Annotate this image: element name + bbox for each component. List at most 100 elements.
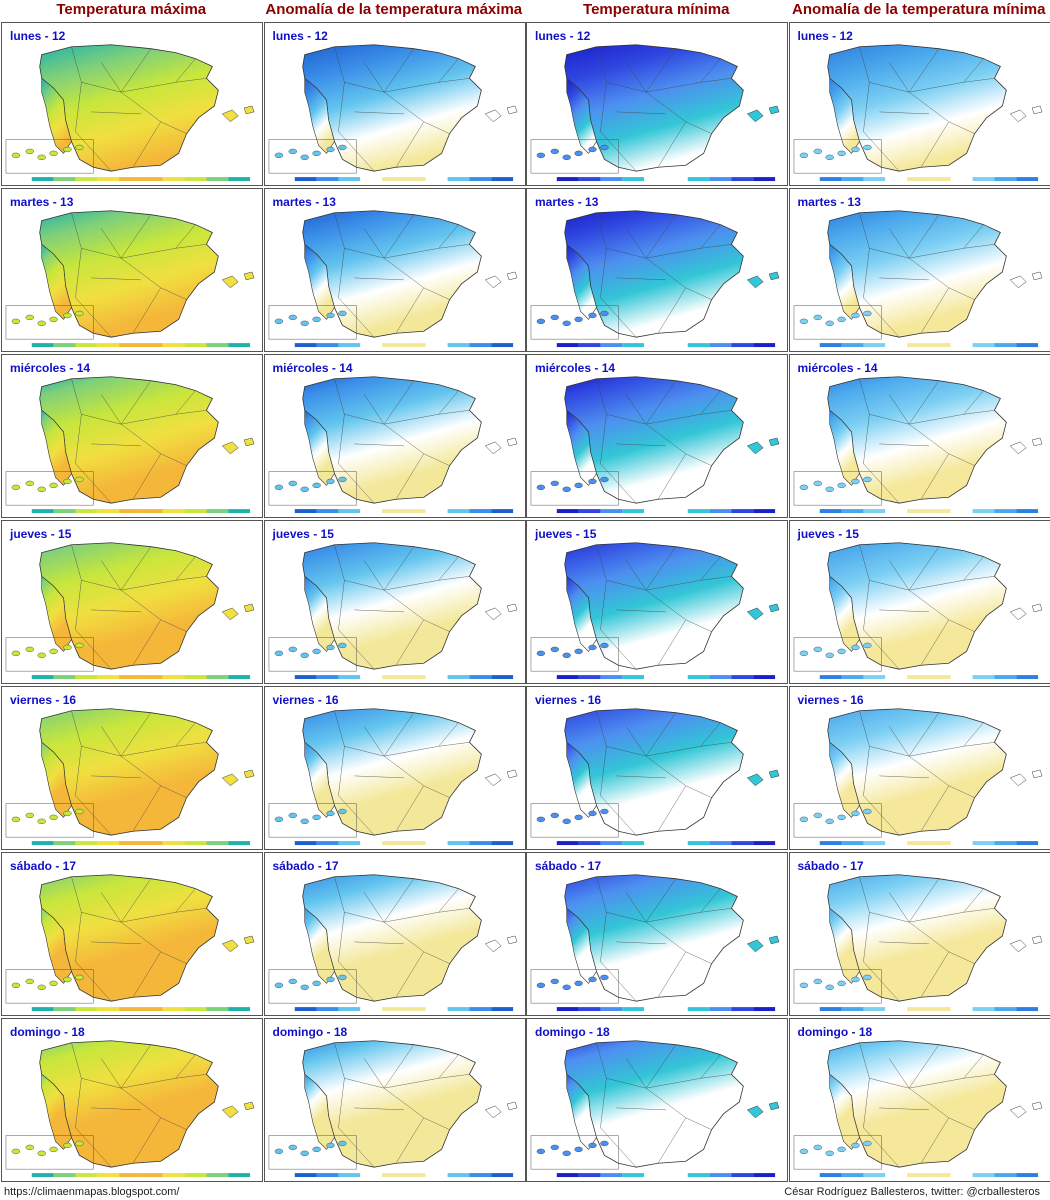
legend-swatch bbox=[819, 675, 842, 680]
legend-swatch bbox=[1015, 1173, 1038, 1178]
legend-swatch bbox=[753, 177, 776, 182]
map-panel-anom_min-0: lunes - 12 bbox=[788, 22, 1050, 186]
canary-island bbox=[49, 814, 58, 821]
legend-swatch bbox=[490, 343, 513, 348]
legend-swatch bbox=[556, 841, 579, 846]
canarias-inset bbox=[530, 139, 619, 174]
map-panel-tmax-5: sábado - 17 bbox=[1, 852, 263, 1016]
legend-swatch bbox=[622, 1173, 645, 1178]
canary-island bbox=[862, 808, 872, 815]
map-panel-anom_min-5: sábado - 17 bbox=[788, 852, 1050, 1016]
map-panel-anom_max-2: miércoles - 14 bbox=[263, 354, 526, 518]
legend-swatch bbox=[841, 177, 863, 182]
legend-swatch bbox=[119, 841, 141, 846]
legend-swatch bbox=[403, 675, 426, 680]
baleares-shape bbox=[746, 271, 780, 289]
legend-swatch bbox=[556, 343, 579, 348]
legend-swatch bbox=[184, 675, 207, 680]
portugal-shape bbox=[303, 77, 335, 154]
legend-swatch bbox=[75, 675, 98, 680]
legend-swatch bbox=[31, 841, 54, 846]
canarias-inset bbox=[5, 305, 94, 340]
legend-swatch bbox=[490, 841, 513, 846]
portugal-shape bbox=[303, 907, 335, 984]
canary-island bbox=[274, 1148, 283, 1155]
legend-swatch bbox=[665, 1173, 688, 1178]
portugal-shape bbox=[566, 575, 597, 652]
map-panel-tmax-1: martes - 13 bbox=[1, 188, 263, 352]
day-label: martes - 13 bbox=[535, 195, 599, 209]
map-svg bbox=[527, 355, 787, 517]
canary-island bbox=[562, 1150, 571, 1157]
day-label: viernes - 16 bbox=[797, 693, 864, 707]
canary-island bbox=[536, 484, 546, 491]
canary-island bbox=[75, 1140, 84, 1147]
province-borders bbox=[333, 378, 469, 504]
canary-island bbox=[550, 978, 559, 985]
map-panel-tmax-0: lunes - 12 bbox=[1, 22, 263, 186]
baleares-shape bbox=[746, 1101, 780, 1119]
legend-swatch bbox=[622, 1007, 645, 1012]
legend-swatch bbox=[447, 841, 469, 846]
legend-swatch bbox=[556, 675, 579, 680]
footer-blog-link[interactable]: https://climaenmapas.blogspot.com/ bbox=[4, 1186, 180, 1198]
legend-swatch bbox=[644, 675, 666, 680]
baleares-shape bbox=[221, 769, 255, 787]
canary-island bbox=[49, 648, 58, 655]
legend-swatch bbox=[862, 343, 885, 348]
canary-island bbox=[836, 316, 846, 323]
canary-island bbox=[311, 316, 321, 323]
legend-swatch bbox=[184, 1173, 207, 1178]
portugal-shape bbox=[303, 575, 335, 652]
legend-swatch bbox=[31, 177, 54, 182]
legend-swatch bbox=[31, 509, 54, 514]
legend-swatch bbox=[906, 1173, 929, 1178]
legend-swatch bbox=[578, 1173, 601, 1178]
legend-swatch bbox=[1015, 177, 1038, 182]
legend-swatch bbox=[644, 343, 666, 348]
map-grid: lunes - 12 lunes - 12 lunes - 12 lunes - 12… bbox=[0, 22, 1050, 1182]
canary-island bbox=[63, 976, 72, 983]
canary-island bbox=[288, 978, 297, 985]
legend-swatch bbox=[1015, 675, 1038, 680]
canary-island bbox=[337, 144, 347, 151]
day-label: jueves - 15 bbox=[272, 527, 334, 541]
map-svg bbox=[527, 23, 787, 185]
legend-swatch bbox=[468, 675, 491, 680]
map-svg bbox=[527, 521, 787, 683]
canarias-inset bbox=[5, 637, 94, 672]
legend-swatch bbox=[950, 343, 973, 348]
map-svg bbox=[789, 355, 1050, 517]
canarias-inset bbox=[530, 305, 619, 340]
canary-island bbox=[536, 318, 546, 325]
map-svg bbox=[527, 189, 787, 351]
legend-swatch bbox=[1015, 509, 1038, 514]
legend-swatch bbox=[731, 841, 754, 846]
canary-island bbox=[562, 486, 571, 493]
map-svg bbox=[789, 23, 1050, 185]
canary-island bbox=[825, 818, 834, 825]
map-svg bbox=[264, 687, 525, 849]
legend-swatch bbox=[993, 509, 1016, 514]
day-label: sábado - 17 bbox=[535, 859, 602, 873]
canary-island bbox=[836, 980, 846, 987]
legend-swatch bbox=[928, 509, 951, 514]
province-borders bbox=[333, 1042, 469, 1168]
canary-island bbox=[37, 984, 46, 991]
day-label: martes - 13 bbox=[272, 195, 336, 209]
day-label: lunes - 12 bbox=[10, 29, 66, 43]
canary-island bbox=[37, 652, 46, 659]
legend-swatch bbox=[228, 841, 251, 846]
legend-swatch bbox=[644, 177, 666, 182]
map-svg bbox=[2, 521, 262, 683]
province-borders bbox=[71, 544, 207, 670]
portugal-shape bbox=[566, 741, 597, 818]
canary-island bbox=[337, 1140, 347, 1147]
canary-island bbox=[337, 974, 347, 981]
legend-swatch bbox=[862, 675, 885, 680]
legend-swatch bbox=[687, 841, 710, 846]
legend-swatch bbox=[687, 509, 710, 514]
legend-swatch bbox=[75, 841, 98, 846]
day-label: miércoles - 14 bbox=[797, 361, 878, 375]
legend-swatch bbox=[119, 1173, 141, 1178]
